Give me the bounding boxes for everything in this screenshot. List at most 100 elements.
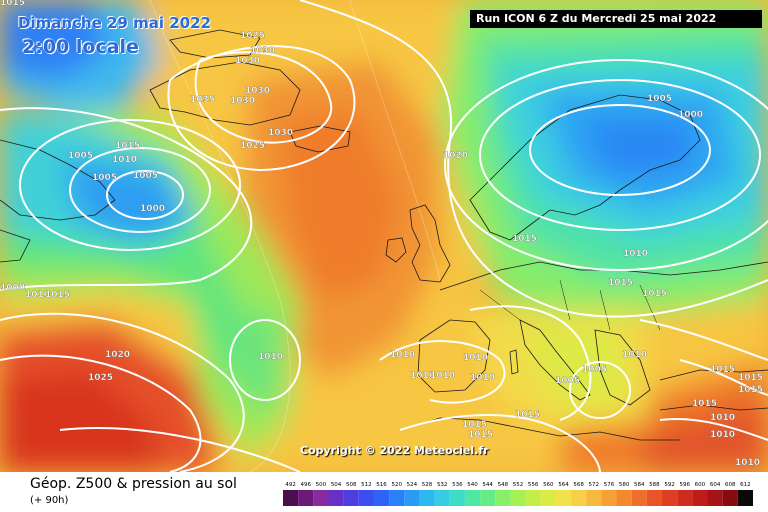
isobar-label: 1015: [512, 234, 537, 244]
scale-value-label: 516: [376, 482, 387, 488]
isobar-label: 1030: [268, 128, 293, 138]
isobar-label: 1005: [68, 151, 93, 161]
isobar-label: 1030: [245, 86, 270, 96]
scale-value-label: 544: [482, 482, 493, 488]
isobar-label: 1025: [240, 31, 265, 41]
isobar-label: 1015: [468, 430, 493, 440]
scale-value-label: 564: [558, 482, 569, 488]
isobar-label: 1015: [462, 420, 487, 430]
chart-parameter-title: Géop. Z500 & pression au sol: [30, 476, 237, 492]
scale-value-label: 524: [407, 482, 418, 488]
scale-value-label: 504: [331, 482, 342, 488]
isobar-label: 1000: [678, 110, 703, 120]
scale-swatch: [389, 490, 405, 506]
isobar-label: 1010: [622, 350, 647, 360]
scale-value-label: 512: [361, 482, 372, 488]
scale-value-label: 604: [710, 482, 721, 488]
color-scale-labels: 492 496 500 504 508 512 516 520 524 528 532 536 540 5…: [285, 482, 750, 488]
isobar-label: 1030: [230, 96, 255, 106]
scale-swatch: [358, 490, 374, 506]
isobar-label: 1010: [470, 373, 495, 383]
isobar-label: 1010: [112, 155, 137, 165]
scale-value-label: 588: [649, 482, 660, 488]
isobar-label: 1015: [738, 385, 763, 395]
scale-swatch: [404, 490, 420, 506]
scale-value-label: 580: [619, 482, 630, 488]
isobar-label: 1015: [0, 0, 25, 8]
scale-value-label: 532: [437, 482, 448, 488]
scale-swatch: [464, 490, 481, 506]
isobar-label: 1015: [710, 365, 735, 375]
copyright-notice: Copyright © 2022 Meteociel.fr: [300, 444, 489, 457]
isobar-label: 1010: [25, 290, 50, 300]
scale-value-label: 596: [680, 482, 691, 488]
isobar-label: 1010: [390, 350, 415, 360]
scale-value-label: 500: [316, 482, 327, 488]
scale-swatch: [555, 490, 572, 506]
scale-value-label: 576: [604, 482, 615, 488]
scale-swatch: [313, 490, 329, 506]
isobar-label: 1010: [735, 458, 760, 468]
color-scale-swatches: [283, 490, 753, 506]
isobar-label: 1030: [235, 56, 260, 66]
scale-value-label: 520: [391, 482, 402, 488]
scale-value-label: 492: [285, 482, 296, 488]
scale-value-label: 584: [634, 482, 645, 488]
isobar-label: 1020: [105, 350, 130, 360]
scale-swatch: [722, 490, 738, 506]
scale-value-label: 568: [573, 482, 584, 488]
forecast-date: Dimanche 29 mai 2022: [18, 14, 211, 32]
isobar-label: 1020: [443, 151, 468, 161]
scale-swatch: [737, 490, 753, 506]
isobar-label: 1015: [738, 373, 763, 383]
scale-value-label: 540: [467, 482, 478, 488]
scale-swatch: [540, 490, 556, 506]
isobar-label: 1000: [0, 283, 25, 293]
scale-value-label: 572: [589, 482, 600, 488]
isobar-label: 1005: [92, 173, 117, 183]
isobar-label: 1015: [692, 399, 717, 409]
scale-swatch: [692, 490, 708, 506]
scale-swatch: [616, 490, 632, 506]
forecast-local-time: 2:00 locale: [22, 36, 139, 58]
scale-value-label: 560: [543, 482, 554, 488]
isobar-label: 1015: [115, 141, 140, 151]
isobar-label: 1000: [140, 204, 165, 214]
scale-swatch: [646, 490, 663, 506]
color-scale-legend: 492 496 500 504 508 512 516 520 524 528 532 536 540 5…: [283, 482, 753, 506]
scale-swatch: [434, 490, 450, 506]
scale-swatch: [283, 490, 299, 506]
isobar-label: 1010: [258, 352, 283, 362]
isobar-label: 1010: [710, 413, 735, 423]
isobar-label: 1005: [133, 171, 158, 181]
model-run-label: Run ICON 6 Z du Mercredi 25 mai 2022: [470, 10, 762, 28]
scale-value-label: 536: [452, 482, 463, 488]
scale-swatch: [707, 490, 723, 506]
isobar-label: 1035: [190, 95, 215, 105]
scale-value-label: 548: [498, 482, 509, 488]
isobar-label: 1025: [88, 373, 113, 383]
scale-swatch: [495, 490, 511, 506]
scale-value-label: 592: [664, 482, 675, 488]
isobar-label: 1010: [710, 430, 735, 440]
scale-swatch: [449, 490, 465, 506]
scale-value-label: 508: [346, 482, 357, 488]
scale-swatch: [480, 490, 496, 506]
scale-swatch: [510, 490, 526, 506]
isobar-label: 1010: [463, 353, 488, 363]
isobar-label: 1010: [430, 371, 455, 381]
isobar-label: 1015: [515, 410, 540, 420]
isobar-label: 1015: [642, 289, 667, 299]
scale-swatch: [571, 490, 587, 506]
scale-swatch: [343, 490, 359, 506]
isobar-lines: [0, 0, 768, 472]
scale-value-label: 552: [513, 482, 524, 488]
scale-value-label: 600: [695, 482, 706, 488]
scale-value-label: 612: [740, 482, 751, 488]
scale-value-label: 528: [422, 482, 433, 488]
isobar-label: 1015: [608, 278, 633, 288]
isobar-label: 1005: [582, 365, 607, 375]
scale-swatch: [586, 490, 602, 506]
scale-swatch: [677, 490, 693, 506]
